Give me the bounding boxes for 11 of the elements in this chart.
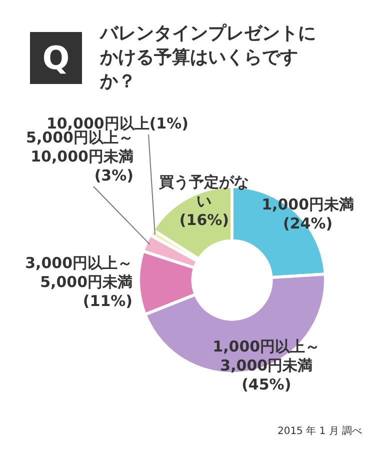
- text: Q: [30, 32, 82, 84]
- text: 2015 年 1 月 調べ: [277, 424, 362, 438]
- slice-label: 1,000円以上～3,000円未満: [212, 338, 320, 375]
- slice-label: 10,000円以上(1%): [46, 114, 188, 132]
- slice-label: 買う予定がない: [158, 173, 250, 210]
- chart-title: バレンタインプレゼントにかける予算はいくらですか？: [100, 22, 317, 94]
- slice-label: 3,000円以上～5,000円未満: [25, 254, 133, 291]
- data-label: (45%): [242, 376, 292, 394]
- data-label: (3%): [94, 166, 134, 184]
- data-label: (11%): [82, 292, 133, 310]
- data-label: (16%): [179, 211, 230, 230]
